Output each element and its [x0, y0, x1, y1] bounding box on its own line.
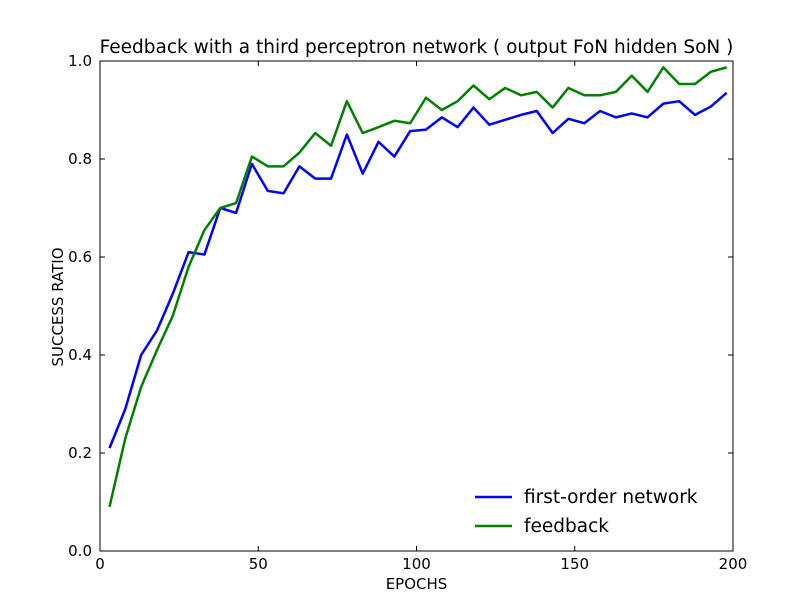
series-line-feedback: [108, 66, 728, 508]
chart-legend: first-order network feedback: [475, 487, 698, 537]
x-tick-label: 150: [560, 555, 589, 573]
plot-area: 0 50 100 150 200 0.0 0.2 0.4 0.6 0.8 1.0: [68, 52, 747, 573]
y-tick-label: 0.2: [68, 444, 92, 462]
y-tick-label: 0.0: [68, 542, 92, 560]
y-axis-label: SUCCESS RATIO: [49, 247, 67, 366]
x-tick-label: 50: [249, 555, 268, 573]
y-tick-label: 0.4: [68, 346, 92, 364]
x-tick-label: 0: [95, 555, 105, 573]
y-tick-label: 0.8: [68, 150, 92, 168]
x-tick-label: 100: [402, 555, 431, 573]
y-tick-label: 0.6: [68, 248, 92, 266]
x-axis-label: EPOCHS: [386, 575, 448, 593]
legend-label-feedback: feedback: [524, 516, 609, 537]
x-tick-label: 200: [719, 555, 748, 573]
y-tick-label: 1.0: [68, 52, 92, 70]
legend-label-first-order-network: first-order network: [524, 487, 698, 508]
chart-title: Feedback with a third perceptron network…: [100, 37, 734, 58]
series-line-first-order-network: [108, 91, 728, 449]
